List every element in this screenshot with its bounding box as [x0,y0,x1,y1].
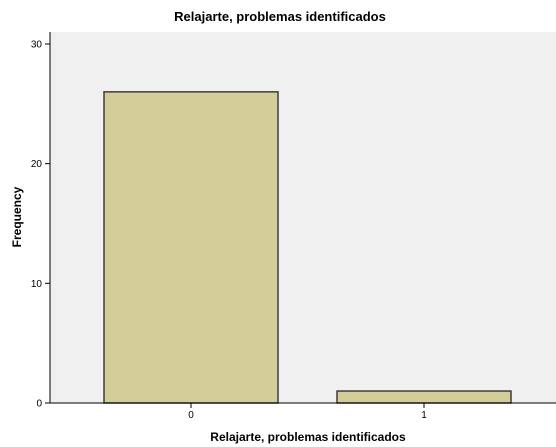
y-tick-label: 30 [31,39,43,50]
bar-0 [103,91,279,404]
y-ticks-group: 0 10 20 30 [31,39,50,410]
chart-title: Relajarte, problemas identificados [174,9,386,24]
y-axis-title: Frequency [10,186,24,247]
x-tick-label: 0 [188,410,194,421]
x-axis-title: Relajarte, problemas identificados [210,430,406,444]
x-tick-label: 1 [421,410,427,421]
y-tick-label: 0 [36,399,42,410]
y-tick-label: 20 [31,159,43,170]
y-tick-label: 10 [31,279,43,290]
bars-group [103,91,512,404]
bar-1 [336,390,512,404]
